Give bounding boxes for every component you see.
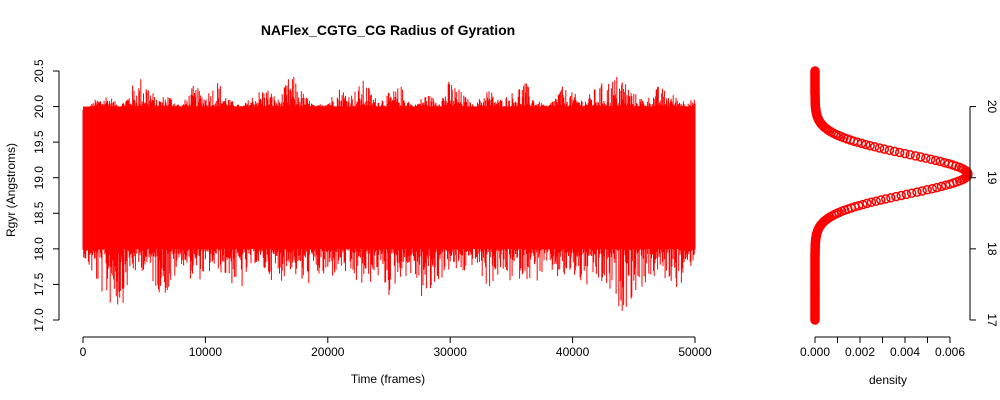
density-panel: density 0.000 0.002 0.004 0.006 17 18 19 20 <box>800 66 999 387</box>
density-point <box>912 187 922 197</box>
density-point <box>853 200 864 211</box>
density-point <box>884 145 895 155</box>
x-tick-label: 0 <box>80 345 87 359</box>
density-series-group <box>810 66 973 325</box>
density-point <box>930 155 941 166</box>
density-point <box>917 186 927 196</box>
y-tick-label: 17.0 <box>32 308 46 332</box>
main-axes: 0 10000 20000 30000 40000 50000 17.0 17.5 18.0 18… <box>32 59 712 359</box>
density-x-tick-label: 0.006 <box>935 345 965 359</box>
x-tick-label: 20000 <box>311 345 345 359</box>
y-tick-label: 20.5 <box>32 59 46 83</box>
y-tick-label: 19.0 <box>32 166 46 190</box>
density-point <box>861 139 871 150</box>
y-tick-label: 19.5 <box>32 130 46 154</box>
density-point <box>932 182 942 193</box>
density-point <box>881 194 891 204</box>
density-point <box>862 198 872 209</box>
density-y-tick-label: 18 <box>985 242 999 256</box>
x-tick-label: 40000 <box>556 345 590 359</box>
density-point <box>936 181 947 192</box>
density-point <box>866 197 877 208</box>
density-point <box>926 154 936 165</box>
density-point <box>906 188 917 198</box>
y-tick-label: 17.5 <box>32 272 46 296</box>
density-point <box>939 157 950 168</box>
density-axes: 0.000 0.002 0.004 0.006 17 18 19 20 <box>800 100 999 359</box>
density-point <box>858 199 868 210</box>
density-point <box>921 153 931 163</box>
density-point <box>910 151 921 161</box>
density-point <box>927 183 937 194</box>
density-point <box>871 196 881 206</box>
density-x-tick-label: 0.000 <box>800 345 830 359</box>
density-point <box>865 140 875 151</box>
density-point <box>894 147 905 158</box>
density-point <box>901 189 912 200</box>
density-point <box>891 191 901 202</box>
y-tick-label: 20.0 <box>32 95 46 119</box>
density-point <box>886 193 896 203</box>
density-point <box>935 156 945 167</box>
density-point <box>915 152 926 162</box>
density-y-tick-label: 17 <box>985 313 999 327</box>
density-x-tick-label: 0.002 <box>845 345 875 359</box>
rgyr-series-line <box>82 76 696 311</box>
density-point <box>905 150 915 160</box>
x-tick-label: 10000 <box>189 345 223 359</box>
density-point <box>900 148 910 159</box>
x-tick-label: 50000 <box>678 345 712 359</box>
time-series-panel: NAFlex_CGTG_CG Radius of Gyration Time (… <box>4 22 712 386</box>
density-point <box>869 142 880 152</box>
density-point <box>874 143 885 153</box>
y-tick-label: 18.0 <box>32 237 46 261</box>
y-axis-title: Rgyr (Angstroms) <box>4 143 18 237</box>
density-x-axis-title: density <box>869 373 907 387</box>
x-tick-label: 30000 <box>434 345 468 359</box>
y-tick-label: 18.5 <box>32 201 46 225</box>
density-y-tick-label: 20 <box>985 100 999 114</box>
density-x-tick-label: 0.004 <box>890 345 920 359</box>
rgyr-series-group <box>82 76 696 311</box>
density-point <box>922 185 932 195</box>
x-axis-title: Time (frames) <box>351 372 425 386</box>
density-point <box>896 190 906 201</box>
chart-title: NAFlex_CGTG_CG Radius of Gyration <box>261 22 515 38</box>
density-point <box>889 146 900 157</box>
density-point <box>876 195 886 205</box>
density-point <box>879 144 890 154</box>
density-point <box>810 66 820 76</box>
density-y-tick-label: 19 <box>985 171 999 185</box>
density-point <box>943 159 954 169</box>
